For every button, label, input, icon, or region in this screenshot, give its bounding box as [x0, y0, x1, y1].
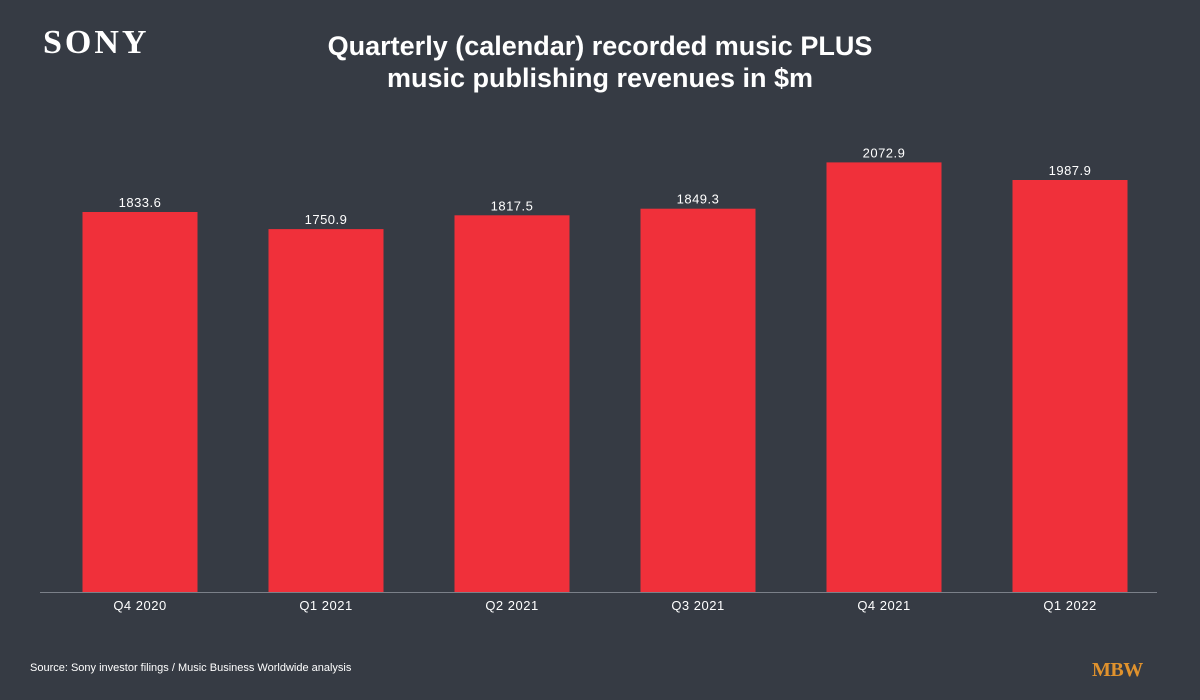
bar-q1-2021	[268, 229, 384, 592]
x-tick-label: Q4 2020	[113, 598, 166, 613]
bars-layer	[82, 162, 1128, 593]
data-label: 1817.5	[491, 198, 534, 213]
chart-title-line-2: music publishing revenues in $m	[386, 63, 814, 93]
data-label: 1750.9	[305, 212, 348, 227]
data-label: 1849.3	[677, 192, 720, 207]
bar-q4-2020	[82, 212, 198, 592]
data-label: 1833.6	[119, 195, 162, 210]
bar-q3-2021	[640, 208, 756, 592]
mbw-logo: MBW	[1092, 659, 1143, 681]
source-note: Source: Sony investor filings / Music Bu…	[30, 662, 352, 674]
sony-logo: SONY	[43, 24, 150, 61]
bar-q4-2021	[826, 162, 942, 592]
data-label: 2072.9	[863, 145, 906, 160]
x-tick-label: Q3 2021	[671, 598, 724, 613]
labels-layer: 1833.6 Q4 2020 1750.9 Q1 2021 1817.5 Q2 2021 1…	[113, 145, 1096, 613]
bar-q1-2022	[1012, 180, 1128, 592]
data-label: 1987.9	[1049, 163, 1092, 178]
x-tick-label: Q1 2021	[299, 598, 352, 613]
chart-title-line-1: Quarterly (calendar) recorded music PLUS	[327, 31, 873, 61]
x-tick-label: Q1 2022	[1043, 598, 1096, 613]
x-tick-label: Q2 2021	[485, 598, 538, 613]
bar-q2-2021	[454, 215, 570, 593]
x-tick-label: Q4 2021	[857, 598, 910, 613]
chart-title: Quarterly (calendar) recorded music PLUS…	[250, 30, 950, 94]
